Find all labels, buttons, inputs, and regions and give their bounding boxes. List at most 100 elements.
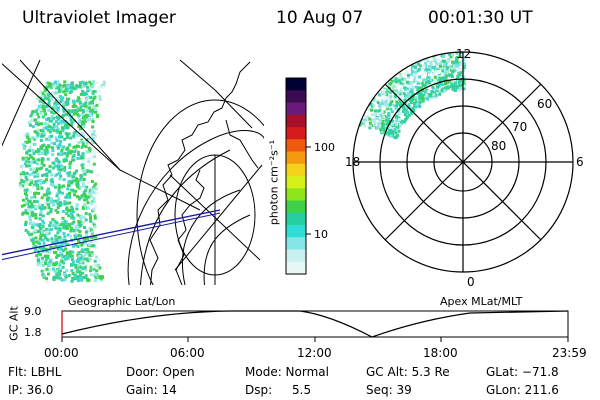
aurora-pixel	[18, 182, 22, 185]
aurora-pixel	[442, 54, 446, 58]
aurora-pixel	[75, 99, 79, 103]
lat-label-60: 60	[537, 97, 553, 111]
aurora-pixel	[57, 144, 61, 148]
aurora-pixel	[56, 272, 60, 275]
aurora-pixel	[85, 109, 89, 113]
aurora-pixel	[47, 117, 51, 121]
aurora-pixel	[81, 158, 85, 161]
aurora-pixel	[45, 276, 48, 280]
aurora-pixel	[374, 109, 377, 113]
aurora-pixel	[71, 260, 75, 264]
aurora-pixel	[431, 66, 435, 69]
aurora-pixel	[39, 237, 43, 241]
aurora-pixel	[66, 256, 70, 260]
aurora-pixel	[80, 163, 84, 167]
aurora-pixel	[81, 196, 85, 200]
aurora-pixel	[92, 200, 96, 203]
aurora-pixel	[41, 106, 45, 110]
aurora-pixel	[75, 269, 79, 273]
aurora-pixel	[45, 174, 49, 178]
lat-label-70: 70	[512, 120, 528, 134]
aurora-pixel	[77, 97, 81, 101]
aurora-pixel	[377, 93, 381, 97]
aurora-pixel	[52, 116, 56, 120]
aurora-pixel	[407, 104, 411, 108]
aurora-pixel	[72, 172, 76, 176]
aurora-pixel	[39, 235, 43, 239]
aurora-pixel	[98, 266, 102, 270]
aurora-pixel	[48, 130, 52, 134]
aurora-pixel	[366, 115, 370, 119]
aurora-pixel	[449, 85, 453, 89]
aurora-pixel	[64, 89, 68, 93]
aurora-pixel	[33, 160, 37, 164]
aurora-pixel	[90, 202, 94, 206]
polar-grid	[352, 51, 574, 273]
aurora-pixel	[60, 220, 64, 224]
aurora-pixel	[68, 191, 71, 195]
aurora-pixel	[84, 101, 88, 105]
aurora-pixel	[25, 171, 29, 175]
aurora-pixel	[89, 239, 93, 243]
aurora-pixel	[57, 270, 61, 274]
aurora-pixel	[420, 73, 424, 77]
aurora-pixel	[92, 223, 96, 227]
aurora-pixel	[95, 81, 99, 85]
aurora-pixel	[418, 96, 422, 100]
aurora-pixel	[82, 257, 86, 261]
aurora-pixel	[36, 107, 40, 111]
aurora-pixel	[81, 182, 85, 185]
aurora-pixel	[41, 238, 45, 242]
aurora-pixel	[32, 167, 35, 171]
aurora-pixel	[26, 211, 30, 215]
aurora-pixel	[59, 238, 63, 242]
aurora-pixel	[81, 120, 85, 124]
aurora-pixel	[80, 113, 84, 117]
aurora-pixel	[94, 182, 98, 186]
aurora-pixel	[92, 244, 96, 248]
aurora-pixel	[406, 91, 410, 95]
aurora-pixel	[377, 123, 380, 127]
aurora-pixel	[397, 118, 401, 122]
aurora-pixel	[54, 164, 58, 168]
aurora-pixel	[61, 249, 65, 253]
aurora-pixel	[60, 278, 64, 282]
aurora-pixel	[92, 208, 96, 212]
aurora-pixel	[406, 72, 410, 75]
aurora-pixel	[66, 102, 69, 105]
aurora-pixel	[67, 274, 71, 277]
aurora-pixel	[404, 107, 408, 111]
aurora-pixel	[58, 261, 62, 265]
aurora-pixel	[48, 268, 51, 272]
aurora-pixel	[89, 100, 93, 104]
aurora-pixel	[60, 120, 64, 123]
aurora-pixel	[409, 101, 413, 104]
aurora-pixel	[458, 88, 462, 92]
aurora-pixel	[81, 110, 85, 114]
aurora-pixel	[444, 74, 448, 78]
aurora-pixel	[82, 122, 86, 126]
aurora-pixel	[360, 121, 364, 125]
aurora-pixel	[41, 246, 45, 250]
aurora-pixel	[76, 195, 79, 199]
aurora-pixel	[72, 228, 76, 232]
aurora-pixel	[91, 117, 95, 121]
aurora-pixel	[447, 62, 451, 66]
aurora-pixel	[372, 118, 376, 122]
aurora-pixel	[56, 192, 60, 196]
aurora-pixel	[73, 273, 77, 277]
aurora-pixel	[431, 85, 435, 89]
aurora-pixel	[43, 89, 47, 93]
aurora-pixel	[456, 74, 460, 78]
aurora-pixel	[84, 275, 87, 279]
aurora-pixel	[86, 157, 89, 161]
aurora-pixel	[78, 242, 82, 245]
aurora-pixel	[70, 121, 74, 125]
aurora-pixel	[405, 95, 409, 98]
aurora-pixel	[460, 86, 464, 90]
aurora-pixel	[76, 253, 80, 257]
aurora-pixel	[76, 244, 80, 248]
aurora-pixel	[56, 106, 60, 110]
aurora-pixel	[71, 271, 75, 275]
aurora-pixel	[48, 170, 52, 174]
